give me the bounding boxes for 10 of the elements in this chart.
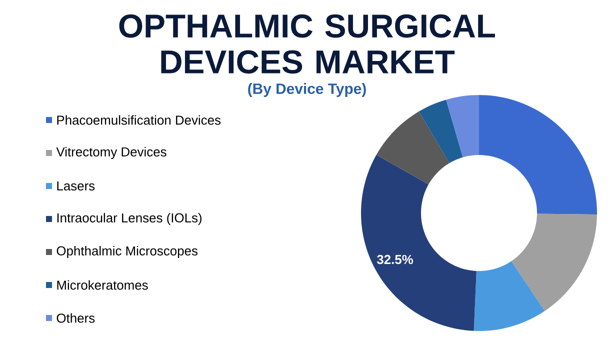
chart-title: OPTHALMIC SURGICAL DEVICES MARKET bbox=[119, 14, 495, 74]
legend-label: Phacoemulsification Devices bbox=[57, 115, 221, 125]
legend-label: Lasers bbox=[57, 181, 95, 191]
legend-label: Microkeratomes bbox=[57, 280, 148, 290]
chart-subtitle: (By Device Type) bbox=[248, 83, 366, 97]
legend-label: Intraocular Lenses (IOLs) bbox=[57, 212, 202, 226]
legend-label: Vitrectomy Devices bbox=[56, 146, 166, 160]
legend-label: Others bbox=[56, 313, 95, 323]
legend-label: Ophthalmic Microscopes bbox=[56, 246, 198, 258]
data-label: 32.5% bbox=[376, 254, 414, 264]
